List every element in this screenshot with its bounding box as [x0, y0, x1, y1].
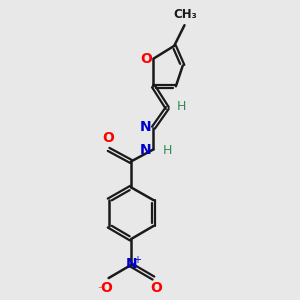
Text: N: N: [126, 257, 137, 271]
Text: O: O: [140, 52, 152, 66]
Text: ⁻: ⁻: [97, 286, 103, 296]
Text: CH₃: CH₃: [173, 8, 197, 21]
Text: O: O: [150, 281, 162, 295]
Text: H: H: [177, 100, 186, 113]
Text: O: O: [102, 131, 114, 145]
Text: +: +: [133, 255, 141, 265]
Text: O: O: [100, 281, 112, 295]
Text: H: H: [163, 144, 172, 157]
Text: N: N: [140, 120, 152, 134]
Text: N: N: [140, 143, 152, 157]
